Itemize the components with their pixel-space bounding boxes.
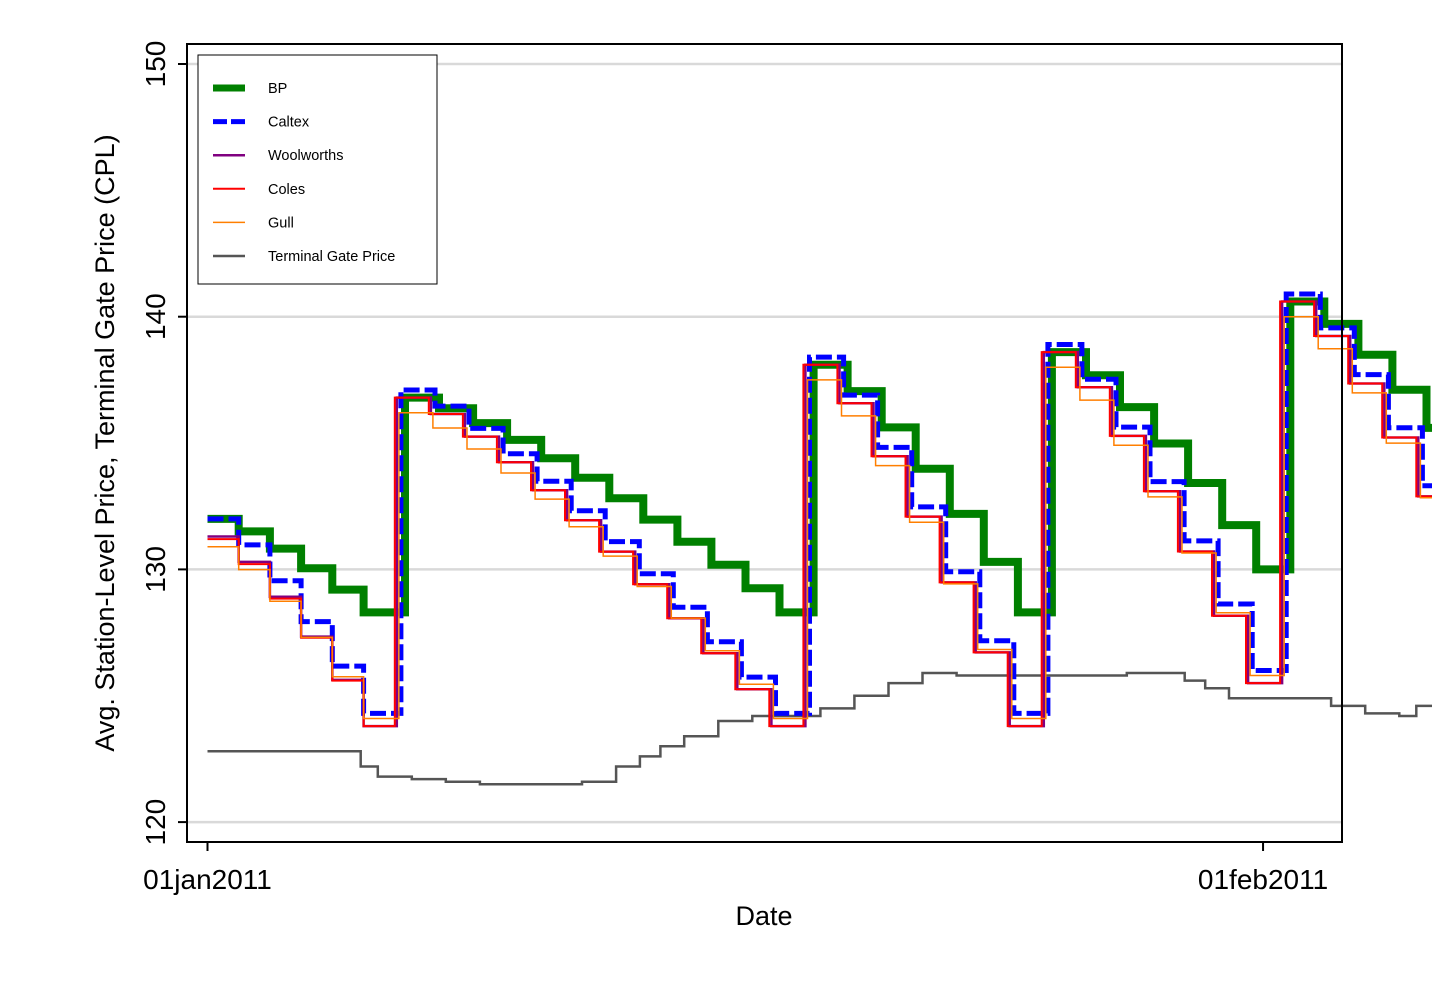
y-tick-label-3: 150 [140,41,171,88]
series-line-caltex [207,291,1432,716]
legend-label-bp: BP [268,81,287,97]
legend-box [197,54,438,285]
x-axis-title: Date [735,901,792,931]
y-axis-title: Avg. Station-Level Price, Terminal Gate … [90,134,120,751]
axis-ticks: 12013014015001jan201101feb201101mar20110… [140,41,1328,895]
x-tick-label-0: 01jan2011 [143,864,272,895]
plot-frame [186,43,1343,843]
series-line-gull [207,315,1432,720]
series-line-terminal-gate-price [207,671,1432,786]
y-tick-label-0: 120 [140,799,171,846]
series-line-coles [207,300,1432,728]
legend: BP Caltex Woolworths Coles Gull Terminal Gate… [197,54,438,285]
legend-label-gull: Gull [268,215,294,231]
legend-label-coles: Coles [268,182,305,198]
legend-label-caltex: Caltex [268,115,310,131]
series-layer [207,291,1432,786]
series-line-bp [207,297,1432,617]
y-tick-label-2: 140 [140,293,171,340]
legend-label-terminal-gate-price: Terminal Gate Price [268,249,395,265]
y-tick-label-1: 130 [140,546,171,593]
x-tick-label-1: 01feb2011 [1198,864,1328,895]
legend-label-woolworths: Woolworths [268,148,343,164]
